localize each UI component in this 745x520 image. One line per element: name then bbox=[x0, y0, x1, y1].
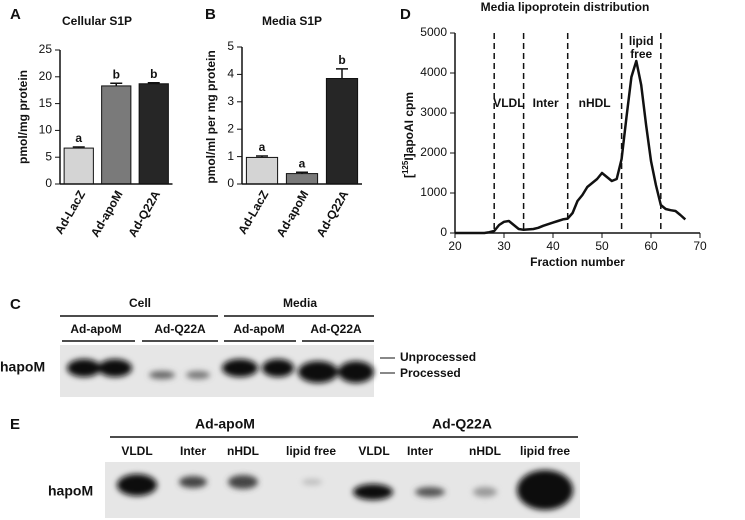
y-tick-label: 5 bbox=[227, 39, 234, 53]
group-label: Media bbox=[283, 296, 317, 310]
x-tick-label: Ad-apoM bbox=[88, 188, 126, 239]
panel-letter: D bbox=[400, 6, 411, 23]
region-label: Inter bbox=[533, 96, 559, 110]
x-tick-label: Ad-LacZ bbox=[52, 188, 88, 237]
y-tick-label: 10 bbox=[39, 123, 53, 137]
panel-letter: C bbox=[10, 296, 21, 313]
y-tick-label: 4000 bbox=[420, 65, 447, 79]
chart-title: Media lipoprotein distribution bbox=[481, 0, 650, 14]
bar bbox=[101, 85, 132, 185]
y-axis-title: [125I]apoAI cpm bbox=[401, 92, 417, 178]
y-tick-label: 15 bbox=[39, 96, 53, 110]
x-tick-label: Ad-apoM bbox=[274, 188, 312, 239]
bar bbox=[138, 83, 169, 185]
x-axis-title: Fraction number bbox=[530, 255, 625, 269]
y-tick-label: 3 bbox=[227, 94, 234, 108]
error-bar bbox=[147, 81, 160, 84]
region-label: free bbox=[630, 47, 652, 61]
lane-label: Inter bbox=[407, 444, 433, 458]
error-bar bbox=[336, 68, 348, 79]
x-tick-label: Ad-Q22A bbox=[314, 188, 352, 240]
y-tick-label: 5000 bbox=[420, 25, 447, 39]
protein-label: hapoM bbox=[0, 359, 45, 375]
panel-letter: E bbox=[10, 416, 20, 433]
group-label: Ad-Q22A bbox=[432, 416, 492, 432]
bar bbox=[285, 173, 319, 185]
bar bbox=[245, 156, 279, 185]
y-tick-label: 1 bbox=[227, 149, 234, 163]
error-bar bbox=[296, 171, 308, 174]
region-label: nHDL bbox=[579, 96, 611, 110]
region-label: VLDL bbox=[493, 96, 524, 110]
x-tick-label: 40 bbox=[546, 239, 560, 253]
error-bar bbox=[110, 82, 123, 86]
x-tick-label: Ad-LacZ bbox=[235, 188, 271, 237]
x-tick-label: 70 bbox=[693, 239, 707, 253]
lane-label: nHDL bbox=[469, 444, 501, 458]
annotation: a bbox=[75, 131, 82, 145]
error-bar bbox=[256, 155, 268, 158]
x-tick-label: 30 bbox=[497, 239, 511, 253]
group-label: Cell bbox=[129, 296, 151, 310]
x-tick-label: 60 bbox=[644, 239, 658, 253]
lane-label: Ad-apoM bbox=[70, 322, 121, 336]
band-label: Unprocessed bbox=[400, 350, 476, 364]
x-tick-label: 50 bbox=[595, 239, 609, 253]
protein-label: hapoM bbox=[48, 483, 93, 499]
lane-label: Ad-Q22A bbox=[154, 322, 206, 336]
bands bbox=[117, 470, 573, 510]
y-tick-label: 20 bbox=[39, 69, 53, 83]
y-tick-label: 0 bbox=[440, 225, 447, 239]
chart-title: Media S1P bbox=[262, 14, 322, 28]
annotation: a bbox=[259, 140, 266, 154]
annotation: a bbox=[299, 156, 306, 170]
x-tick-label: 20 bbox=[448, 239, 462, 253]
x-tick-label: Ad-Q22A bbox=[125, 188, 163, 240]
blot bbox=[105, 462, 580, 518]
y-tick-label: 0 bbox=[45, 176, 52, 190]
annotation: b bbox=[150, 67, 157, 81]
error-bar bbox=[72, 146, 85, 149]
y-axis-title-part: I]apoAI cpm bbox=[402, 92, 416, 161]
y-tick-label: 5 bbox=[45, 149, 52, 163]
lane-label: nHDL bbox=[227, 444, 259, 458]
band-label: Processed bbox=[400, 366, 461, 380]
lane-label: VLDL bbox=[121, 444, 152, 458]
bands bbox=[67, 359, 374, 383]
lane-label: Inter bbox=[180, 444, 206, 458]
y-axis-title: pmol/ml per mg protein bbox=[204, 50, 218, 183]
bar bbox=[63, 147, 94, 185]
y-axis-title-part: 125 bbox=[401, 160, 410, 174]
y-tick-label: 2000 bbox=[420, 145, 447, 159]
y-tick-label: 2 bbox=[227, 121, 234, 135]
lane-label: Ad-apoM bbox=[233, 322, 284, 336]
line bbox=[455, 59, 687, 235]
chart-title: Cellular S1P bbox=[62, 14, 132, 28]
annotation: b bbox=[113, 67, 120, 81]
y-axis-title: pmol/mg protein bbox=[16, 70, 30, 164]
region-label: lipid bbox=[629, 34, 654, 48]
lane-label: Ad-Q22A bbox=[310, 322, 362, 336]
y-tick-label: 1000 bbox=[420, 185, 447, 199]
y-tick-label: 0 bbox=[227, 176, 234, 190]
bar bbox=[325, 78, 359, 185]
annotation: b bbox=[338, 53, 345, 67]
lane-label: lipid free bbox=[520, 444, 570, 458]
y-tick-label: 3000 bbox=[420, 105, 447, 119]
panel-letter: B bbox=[205, 6, 216, 23]
y-tick-label: 25 bbox=[39, 42, 53, 56]
lane-label: lipid free bbox=[286, 444, 336, 458]
y-axis-title-part: [ bbox=[402, 174, 416, 178]
lane-label: VLDL bbox=[358, 444, 389, 458]
panel-letter: A bbox=[10, 6, 21, 23]
group-label: Ad-apoM bbox=[195, 416, 255, 432]
y-tick-label: 4 bbox=[227, 67, 234, 81]
